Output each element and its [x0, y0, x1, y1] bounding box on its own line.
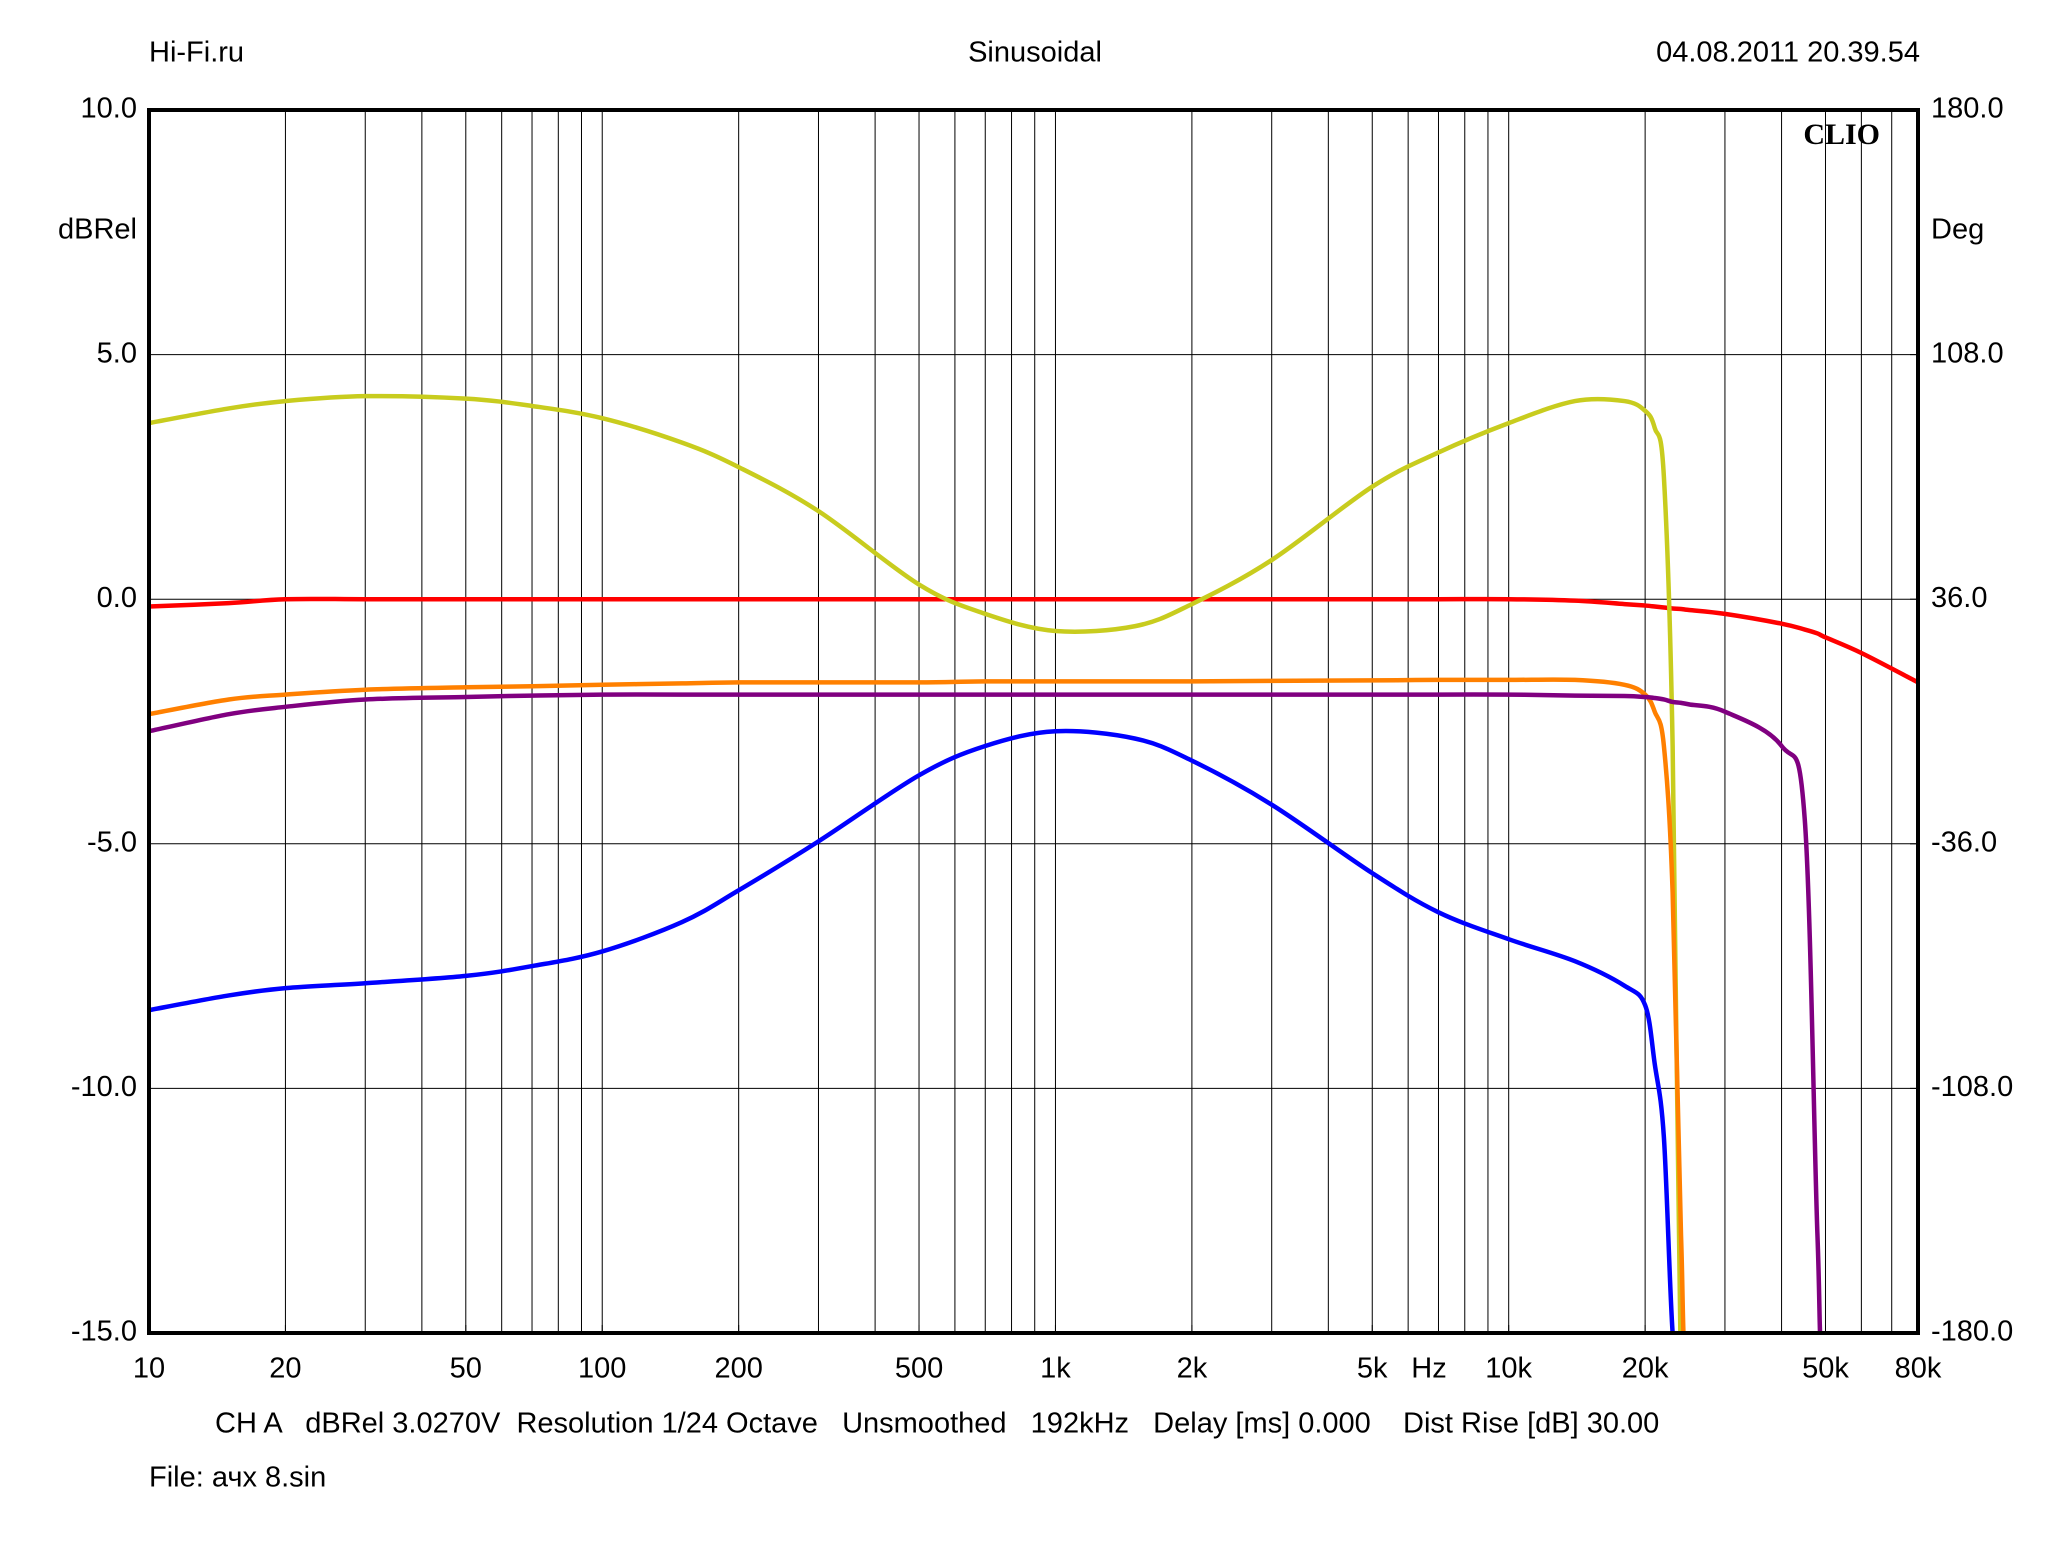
y-tick-label: 10.0 [81, 93, 137, 125]
x-tick-label: 10 [133, 1353, 165, 1385]
y2-tick-label: -36.0 [1931, 826, 1997, 858]
y2-tick-label: 108.0 [1931, 337, 2004, 369]
plot-frame [147, 108, 1920, 1335]
x-tick-label: 200 [714, 1353, 762, 1385]
header-left: Hi-Fi.ru [149, 37, 244, 69]
y2-tick-label: -108.0 [1931, 1071, 2013, 1103]
curve [149, 692, 1823, 1333]
y2-tick-label: 180.0 [1931, 93, 2004, 125]
curves [149, 393, 1918, 1333]
y2-tick-label: -180.0 [1931, 1316, 2013, 1348]
x-tick-label: 10k [1485, 1353, 1532, 1385]
x-tick-label: 20k [1622, 1353, 1669, 1385]
footer: CH A dBRel 3.0270V Resolution 1/24 Octav… [215, 1408, 1659, 1440]
x-tick-label: 2k [1177, 1353, 1208, 1385]
x-tick-label: 20 [269, 1353, 301, 1385]
y2-tick-label: 36.0 [1931, 582, 1987, 614]
y-tick-label: 0.0 [97, 582, 137, 614]
curve [149, 677, 1686, 1333]
x-tick-label: 1k [1040, 1353, 1071, 1385]
curve [149, 393, 1683, 1333]
y-tick-label: -10.0 [71, 1071, 137, 1103]
x-tick-label: 80k [1895, 1353, 1942, 1385]
curve [149, 728, 1675, 1333]
y2-axis-label: Deg [1931, 214, 1984, 246]
y-tick-label: -5.0 [87, 826, 137, 858]
x-tick-label: 100 [578, 1353, 626, 1385]
x-tick-label: 50k [1802, 1353, 1849, 1385]
watermark: CLIO [1803, 118, 1880, 151]
header-right: 04.08.2011 20.39.54 [1656, 37, 1920, 69]
x-tick-label: 50 [450, 1353, 482, 1385]
y-tick-label: -15.0 [71, 1316, 137, 1348]
curve [149, 596, 1918, 685]
grid [148, 109, 1919, 1334]
file-name: File: ачх 8.sin [149, 1462, 326, 1494]
x-axis-label: Hz [1411, 1353, 1446, 1385]
chart-title: Sinusoidal [968, 37, 1102, 69]
y-tick-label: 5.0 [97, 337, 137, 369]
y-axis-label: dBRel [58, 214, 137, 246]
x-tick-label: 500 [895, 1353, 943, 1385]
x-tick-label: 5k [1357, 1353, 1388, 1385]
